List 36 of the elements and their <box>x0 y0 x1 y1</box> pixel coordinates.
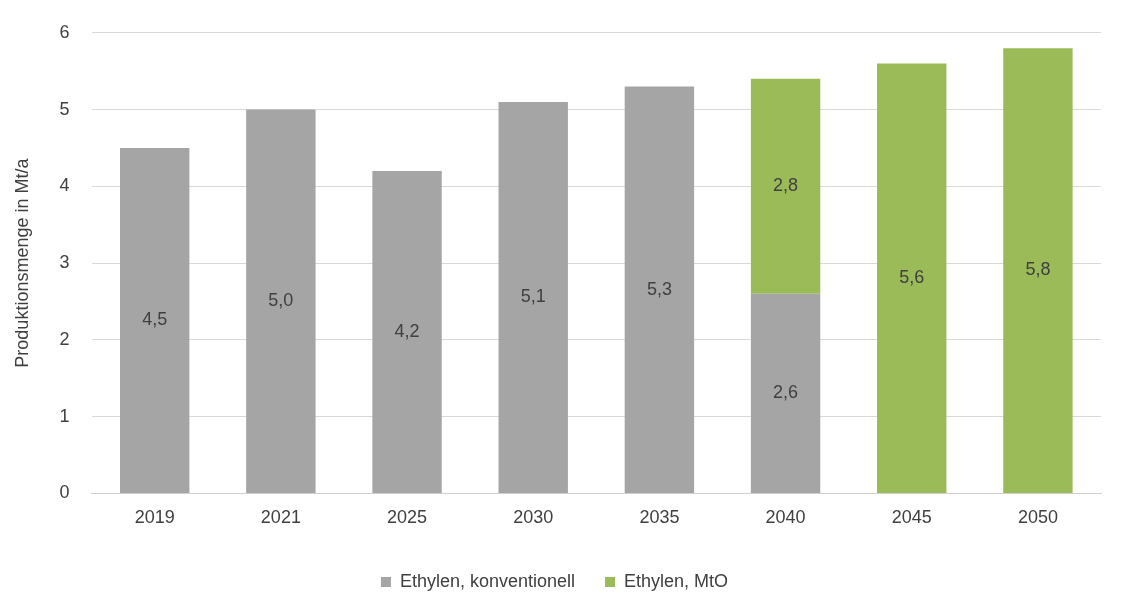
x-tick-label: 2050 <box>1017 507 1058 528</box>
y-tick-label: 1 <box>59 405 70 426</box>
data-label: 5,8 <box>1025 259 1051 280</box>
y-tick-label: 6 <box>59 21 70 42</box>
data-label: 5,3 <box>646 278 672 299</box>
legend-label: Ethylen, MtO <box>624 570 729 591</box>
x-tick-label: 2025 <box>387 507 428 528</box>
data-label: 4,5 <box>142 309 168 330</box>
x-tick-label: 2021 <box>260 507 301 528</box>
bar <box>120 147 190 493</box>
legend-label: Ethylen, konventionell <box>399 570 576 591</box>
x-tick-label: 2030 <box>513 507 554 528</box>
y-tick-label: 2 <box>59 328 70 349</box>
data-label: 5,6 <box>899 267 925 288</box>
bar <box>750 78 821 294</box>
x-tick-label: 2035 <box>639 507 680 528</box>
bar <box>624 86 695 493</box>
y-tick-label: 5 <box>59 98 70 119</box>
bar <box>877 63 947 493</box>
bar <box>246 109 316 493</box>
bar <box>498 101 568 493</box>
x-tick-label: 2040 <box>765 507 806 528</box>
data-label: 2,6 <box>773 382 799 403</box>
bar <box>1003 48 1073 493</box>
data-label: 5,1 <box>520 286 546 307</box>
bar <box>372 170 442 493</box>
data-label: 4,2 <box>394 320 420 341</box>
y-tick-label: 3 <box>59 252 70 273</box>
x-tick-label: 2019 <box>134 507 175 528</box>
data-label: 5,0 <box>268 290 294 311</box>
x-tick-label: 2045 <box>891 507 932 528</box>
y-tick-label: 4 <box>59 175 70 196</box>
bar <box>750 293 821 493</box>
data-label: 2,8 <box>773 175 799 196</box>
y-axis-title: Produktionsmenge in Mt/a <box>11 157 32 368</box>
y-tick-label: 0 <box>59 482 70 503</box>
